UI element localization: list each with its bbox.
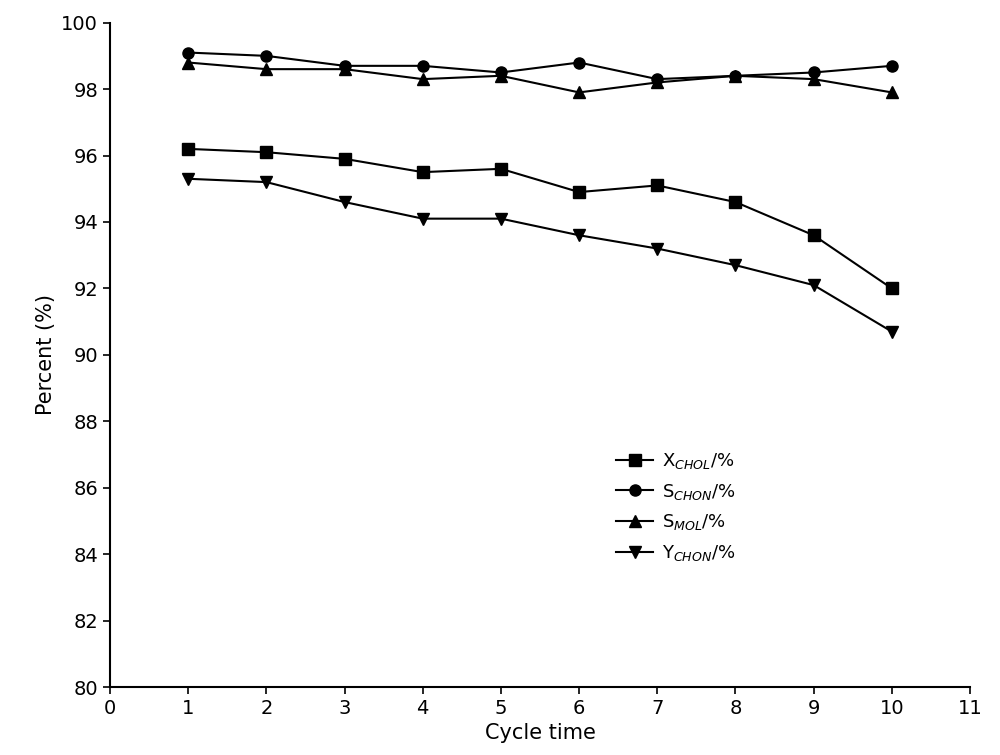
X-axis label: Cycle time: Cycle time: [485, 723, 595, 744]
Legend: X$_{CHOL}$/%, S$_{CHON}$/%, S$_{MOL}$/%, Y$_{CHON}$/%: X$_{CHOL}$/%, S$_{CHON}$/%, S$_{MOL}$/%,…: [609, 444, 743, 571]
Y-axis label: Percent (%): Percent (%): [36, 294, 56, 415]
